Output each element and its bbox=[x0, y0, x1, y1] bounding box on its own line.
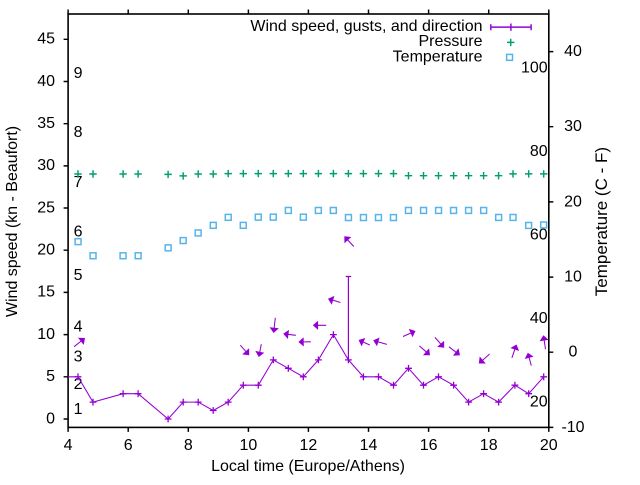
svg-text:16: 16 bbox=[420, 437, 438, 454]
svg-text:5: 5 bbox=[46, 368, 55, 385]
svg-text:35: 35 bbox=[37, 115, 55, 132]
svg-text:30: 30 bbox=[564, 118, 582, 135]
svg-text:9: 9 bbox=[74, 65, 83, 82]
svg-text:100: 100 bbox=[521, 59, 548, 76]
svg-text:6: 6 bbox=[124, 437, 133, 454]
svg-text:25: 25 bbox=[37, 199, 55, 216]
svg-text:Wind speed (kn - Beaufort): Wind speed (kn - Beaufort) bbox=[4, 126, 21, 317]
svg-text:0: 0 bbox=[569, 344, 578, 361]
svg-text:Pressure: Pressure bbox=[418, 33, 482, 50]
svg-text:10: 10 bbox=[240, 437, 258, 454]
svg-text:60: 60 bbox=[530, 226, 548, 243]
svg-text:4: 4 bbox=[74, 319, 83, 336]
svg-text:20: 20 bbox=[37, 242, 55, 259]
svg-text:1: 1 bbox=[74, 401, 83, 418]
svg-text:2: 2 bbox=[74, 376, 83, 393]
svg-text:20: 20 bbox=[530, 393, 548, 410]
svg-text:14: 14 bbox=[360, 437, 378, 454]
svg-text:5: 5 bbox=[74, 267, 83, 284]
svg-text:8: 8 bbox=[74, 124, 83, 141]
svg-text:45: 45 bbox=[37, 31, 55, 48]
svg-text:40: 40 bbox=[37, 73, 55, 90]
svg-text:20: 20 bbox=[564, 193, 582, 210]
svg-text:12: 12 bbox=[300, 437, 318, 454]
svg-text:-10: -10 bbox=[561, 419, 584, 436]
svg-text:30: 30 bbox=[37, 157, 55, 174]
svg-text:3: 3 bbox=[74, 349, 83, 366]
svg-text:18: 18 bbox=[480, 437, 498, 454]
svg-text:8: 8 bbox=[184, 437, 193, 454]
svg-text:Temperature (C - F): Temperature (C - F) bbox=[592, 147, 611, 296]
svg-text:6: 6 bbox=[74, 223, 83, 240]
svg-text:7: 7 bbox=[74, 174, 83, 191]
svg-text:15: 15 bbox=[37, 284, 55, 301]
svg-text:0: 0 bbox=[46, 410, 55, 427]
svg-text:Temperature: Temperature bbox=[393, 48, 483, 65]
svg-text:4: 4 bbox=[64, 437, 73, 454]
svg-text:80: 80 bbox=[530, 143, 548, 160]
svg-text:10: 10 bbox=[564, 269, 582, 286]
svg-text:Wind speed, gusts, and directi: Wind speed, gusts, and direction bbox=[250, 18, 482, 35]
svg-text:Local time (Europe/Athens): Local time (Europe/Athens) bbox=[211, 458, 405, 475]
svg-text:20: 20 bbox=[540, 437, 558, 454]
svg-text:40: 40 bbox=[564, 43, 582, 60]
svg-text:10: 10 bbox=[37, 326, 55, 343]
svg-text:40: 40 bbox=[530, 310, 548, 327]
